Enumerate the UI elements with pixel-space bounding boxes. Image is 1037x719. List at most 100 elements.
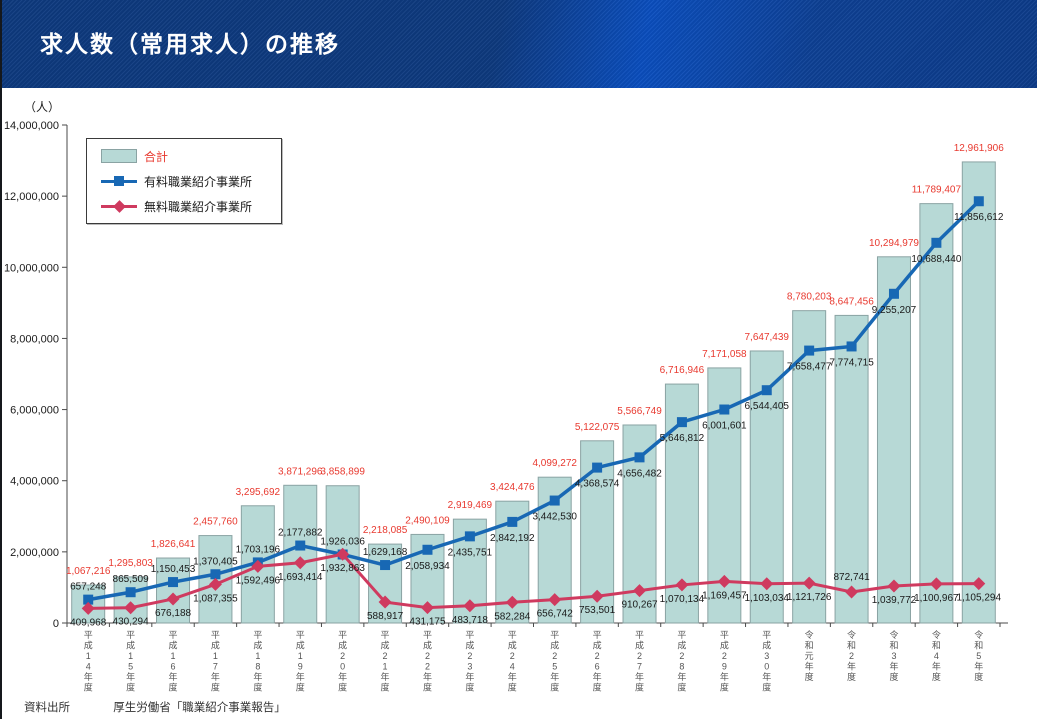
total-bar — [834, 314, 869, 624]
total-value-label: 11,789,407 — [912, 185, 962, 196]
paid-line — [87, 199, 981, 602]
free-value-label: 910,267 — [621, 600, 658, 611]
free-value-label: 1,087,355 — [193, 593, 238, 604]
free-marker — [590, 589, 604, 603]
x-category-label: 令和 5 年度 — [974, 629, 983, 682]
x-category-label: 平成 1 7 年度 — [211, 630, 220, 693]
paid-marker — [719, 404, 730, 415]
paid-marker — [295, 540, 306, 551]
paid-marker — [464, 531, 475, 542]
paid-value-label: 2,842,192 — [490, 533, 535, 544]
free-marker — [929, 577, 943, 591]
total-value-label: 7,171,058 — [702, 349, 747, 360]
free-marker — [81, 601, 95, 615]
y-tick-label: 12,000,000 — [4, 191, 59, 203]
total-value-label: 3,871,296 — [278, 466, 323, 477]
paid-marker — [592, 462, 603, 473]
paid-marker — [931, 237, 942, 248]
free-value-label: 483,718 — [452, 615, 489, 626]
paid-value-label: 2,435,751 — [448, 547, 493, 558]
free-marker — [251, 559, 265, 573]
free-value-label: 582,284 — [494, 611, 531, 622]
free-line-swatch-icon — [101, 199, 137, 213]
total-value-label: 1,067,216 — [66, 566, 111, 577]
paid-value-label: 11,856,612 — [954, 212, 1004, 223]
total-bar — [156, 557, 191, 624]
free-value-label: 588,917 — [367, 611, 404, 622]
y-axis-unit-label: （人） — [24, 100, 61, 114]
free-marker — [633, 584, 647, 598]
legend-item-total: 合計 — [101, 148, 269, 164]
paid-marker — [83, 594, 94, 605]
header-band: 求人数（常用求人）の推移 — [0, 0, 1037, 88]
x-category-label: 平成 1 6 年度 — [169, 630, 178, 693]
x-category-label: 平成 2 3 年度 — [465, 630, 474, 693]
x-category-label: 令和 3 年度 — [889, 629, 898, 682]
free-value-label: 1,103,034 — [745, 593, 790, 604]
total-value-label: 8,647,456 — [829, 296, 874, 307]
total-value-label: 2,457,760 — [193, 517, 238, 528]
y-tick-label: 6,000,000 — [10, 405, 59, 417]
source-label: 資料出所 — [24, 702, 70, 714]
paid-value-label: 865,509 — [113, 574, 150, 585]
paid-marker — [168, 577, 179, 588]
free-marker — [717, 574, 731, 588]
source-text: 厚生労働省「職業紹介事業報告」 — [113, 702, 286, 714]
total-value-label: 6,716,946 — [660, 365, 705, 376]
paid-value-label: 2,177,882 — [278, 528, 323, 539]
paid-value-label: 1,926,036 — [320, 536, 365, 547]
paid-marker — [804, 345, 815, 356]
free-marker — [166, 592, 180, 606]
x-category-label: 平成 2 5 年度 — [550, 630, 559, 693]
paid-marker — [380, 560, 391, 571]
x-category-label: 平成 1 5 年度 — [126, 630, 135, 693]
x-category-label: 平成 2 0 年度 — [338, 630, 347, 693]
x-category-label: 平成 3 0 年度 — [762, 630, 771, 693]
total-bar — [113, 576, 148, 624]
y-tick-label: 4,000,000 — [10, 476, 59, 488]
free-marker — [336, 547, 350, 561]
total-bar — [919, 203, 954, 624]
free-value-label: 1,039,772 — [872, 595, 917, 606]
paid-marker — [125, 587, 136, 598]
total-value-label: 1,826,641 — [151, 539, 196, 550]
paid-marker — [973, 196, 984, 207]
paid-value-label: 10,688,440 — [911, 254, 961, 265]
x-category-label: 平成 2 1 年度 — [381, 630, 390, 693]
total-value-label: 3,424,476 — [490, 482, 535, 493]
x-category-label: 平成 1 4 年度 — [84, 630, 93, 693]
x-category-label: 平成 2 2 年度 — [423, 630, 432, 693]
paid-marker — [888, 288, 899, 299]
page-title: 求人数（常用求人）の推移 — [40, 31, 340, 57]
free-line — [88, 552, 979, 610]
free-value-label: 1,070,134 — [660, 594, 705, 605]
total-bar — [368, 543, 403, 624]
total-value-label: 5,566,749 — [617, 406, 662, 417]
total-value-label: 2,919,469 — [448, 500, 493, 511]
free-marker — [548, 593, 562, 607]
source-line: 資料出所 厚生労働省「職業紹介事業報告」 — [24, 699, 286, 715]
paid-value-label: 1,150,453 — [151, 564, 196, 575]
free-marker — [463, 599, 477, 613]
free-value-label: 1,932,863 — [320, 563, 365, 574]
free-value-label: 676,188 — [155, 608, 192, 619]
free-marker — [378, 595, 392, 609]
x-category-label: 平成 2 8 年度 — [677, 630, 686, 693]
free-marker — [675, 578, 689, 592]
paid-marker — [676, 417, 687, 428]
x-category-label: 平成 2 4 年度 — [508, 630, 517, 693]
free-value-label: 872,741 — [833, 572, 870, 583]
free-marker — [887, 579, 901, 593]
free-value-label: 1,693,414 — [278, 572, 323, 583]
paid-value-label: 2,058,934 — [405, 561, 450, 572]
paid-value-label: 1,370,405 — [193, 556, 238, 567]
free-marker — [505, 595, 519, 609]
free-marker — [972, 577, 986, 591]
paid-marker — [761, 385, 772, 396]
legend: 合計 有料職業紹介事業所 無料職業紹介事業所 — [86, 138, 282, 224]
paid-value-label: 7,658,477 — [787, 362, 832, 373]
total-value-label: 2,490,109 — [405, 515, 450, 526]
x-category-label: 平成 2 7 年度 — [635, 630, 644, 693]
legend-label-paid: 有料職業紹介事業所 — [144, 174, 253, 189]
